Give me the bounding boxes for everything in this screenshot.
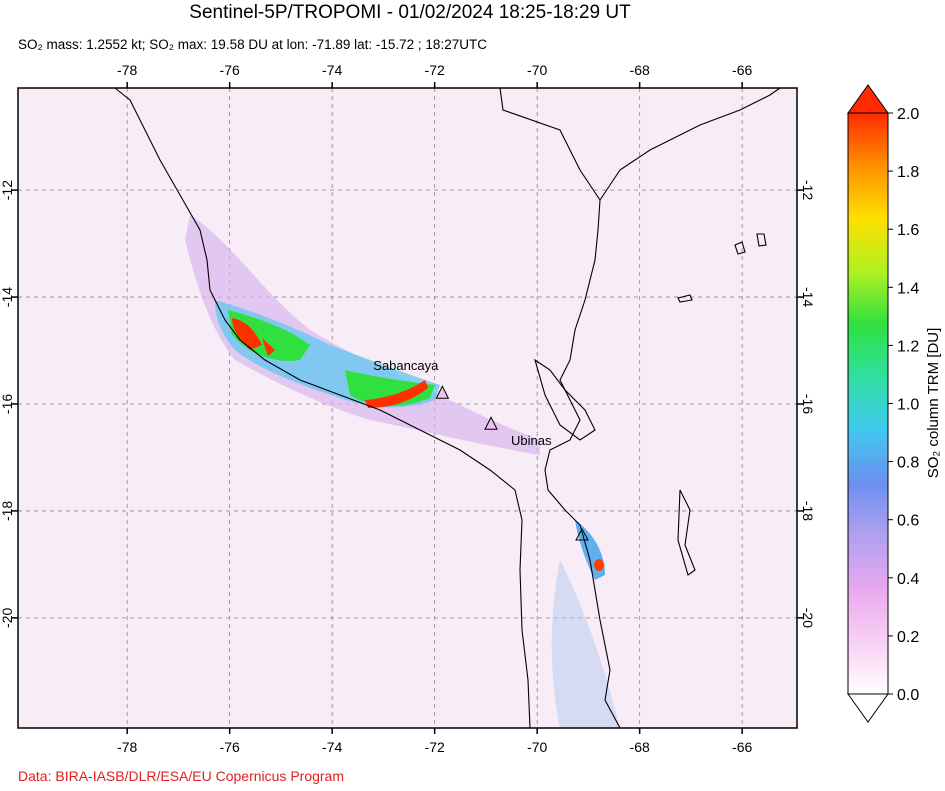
colorbar-tick-label: 2.0 xyxy=(897,106,919,123)
colorbar-tick-label: 0.2 xyxy=(897,629,919,646)
x-tick-label: -70 xyxy=(527,739,547,755)
y-tick-label: -12 xyxy=(800,180,816,200)
colorbar-max-arrow xyxy=(847,84,889,114)
colorbar-tick-label: 1.0 xyxy=(897,397,919,414)
volcano-marker xyxy=(575,527,589,541)
colorbar-tick-label: 0.8 xyxy=(897,455,919,472)
x-tick-label: -66 xyxy=(732,739,752,755)
volcano-marker xyxy=(484,416,498,430)
title: Sentinel-5P/TROPOMI - 01/02/2024 18:25-1… xyxy=(189,2,631,23)
volcano-label: Sabancaya xyxy=(373,358,439,373)
y-tick-label: -20 xyxy=(0,608,15,628)
volcano-marker xyxy=(435,385,450,399)
x-tick-label: -78 xyxy=(117,62,137,78)
subtitle: SO₂ mass: 1.2552 kt; SO₂ max: 19.58 DU a… xyxy=(18,37,487,52)
x-tick-label: -74 xyxy=(322,739,342,755)
map-frame xyxy=(17,87,798,729)
y-tick-label: -18 xyxy=(0,501,15,521)
credit: Data: BIRA-IASB/DLR/ESA/EU Copernicus Pr… xyxy=(18,768,344,784)
colorbar xyxy=(847,112,889,695)
colorbar-tick-label: 1.2 xyxy=(897,338,919,355)
y-tick-label: -14 xyxy=(0,287,15,307)
y-tick-label: -16 xyxy=(0,394,15,414)
colorbar-tick-label: 1.8 xyxy=(897,164,919,181)
geography xyxy=(114,87,781,729)
volcano-label: Ubinas xyxy=(511,433,552,448)
x-tick-label: -68 xyxy=(630,62,650,78)
x-tick-label: -66 xyxy=(732,62,752,78)
y-tick-label: -12 xyxy=(0,180,15,200)
colorbar-label: SO₂ column TRM [DU] xyxy=(925,328,942,479)
colorbar-tick-label: 1.4 xyxy=(897,280,919,297)
plume xyxy=(185,215,620,728)
x-tick-label: -72 xyxy=(425,739,445,755)
y-tick-label: -16 xyxy=(800,394,816,414)
y-tick-label: -14 xyxy=(800,287,816,307)
x-tick-label: -68 xyxy=(630,739,650,755)
y-tick-label: -20 xyxy=(800,608,816,628)
x-tick-label: -74 xyxy=(322,62,342,78)
x-tick-label: -76 xyxy=(220,739,240,755)
y-tick-label: -18 xyxy=(800,501,816,521)
x-tick-label: -70 xyxy=(527,62,547,78)
x-tick-label: -72 xyxy=(425,62,445,78)
colorbar-tick-label: 0.0 xyxy=(897,687,919,704)
colorbar-min-arrow xyxy=(847,693,889,723)
x-tick-label: -76 xyxy=(220,62,240,78)
colorbar-tick-label: 0.4 xyxy=(897,571,919,588)
x-tick-label: -78 xyxy=(117,739,137,755)
colorbar-tick-label: 0.6 xyxy=(897,513,919,530)
colorbar-tick-label: 1.6 xyxy=(897,222,919,239)
